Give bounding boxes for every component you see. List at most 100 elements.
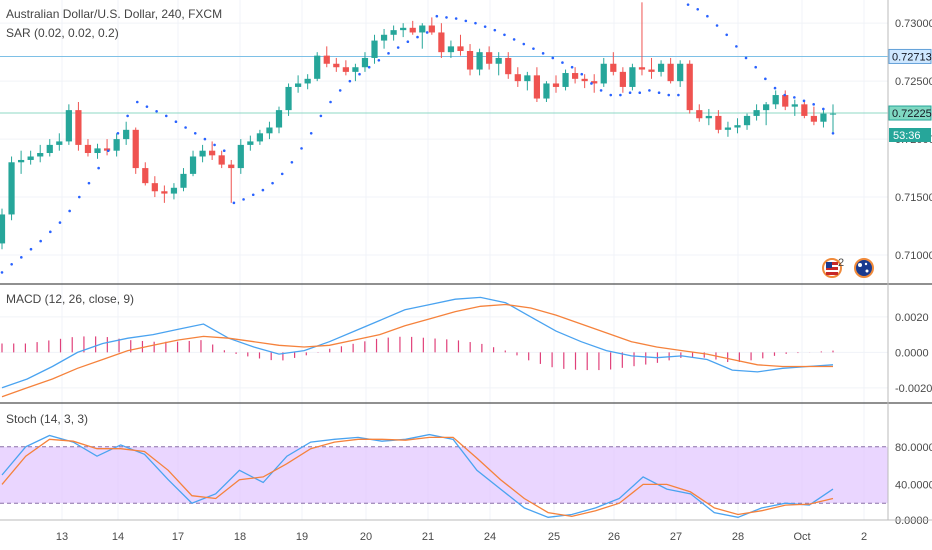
sar-dot	[551, 56, 555, 60]
au-flag-star-1	[858, 263, 862, 267]
sar-dot	[10, 262, 13, 266]
sar-dot	[754, 65, 757, 69]
price-axis-tick: 0.72500	[895, 76, 932, 88]
candle-body	[801, 104, 808, 116]
sar-dot	[387, 52, 390, 55]
sar-dot	[358, 72, 361, 76]
sar-dot	[773, 86, 777, 90]
sar-dot	[271, 181, 274, 185]
sar-dot	[222, 149, 226, 152]
candle-body	[103, 148, 111, 151]
sar-dot	[706, 14, 709, 18]
macd-axis-tick: 0.0000	[895, 347, 929, 359]
sar-dot	[116, 132, 120, 135]
candle-body	[552, 83, 560, 87]
candle-body	[505, 57, 512, 75]
candle-body	[447, 46, 455, 53]
sar-dot	[367, 65, 371, 69]
candle-body	[667, 63, 674, 82]
sar-dot	[764, 77, 767, 81]
au-flag-star-3	[864, 262, 868, 266]
sar-dot	[348, 79, 352, 83]
sar-dot	[184, 126, 187, 129]
sar-dot	[20, 256, 23, 259]
time-axis-label: 24	[484, 531, 496, 543]
sar-dot	[193, 132, 197, 135]
candle-body	[199, 150, 206, 157]
stoch-band-layer	[0, 446, 888, 504]
sar-dot	[155, 109, 158, 113]
sar-dot	[512, 38, 516, 41]
time-axis-label: 2	[861, 531, 867, 543]
candle-body	[638, 67, 646, 70]
candle-body	[715, 115, 722, 130]
sar-dot	[290, 160, 294, 164]
sar-dot	[203, 137, 207, 141]
candle-body	[820, 113, 827, 122]
candle-body	[218, 155, 225, 165]
us-flag-stripe-2	[826, 267, 838, 270]
au-flag-star-2	[865, 269, 869, 273]
candle-body	[27, 156, 34, 160]
sar-dot	[503, 33, 506, 37]
candle-body	[209, 150, 216, 156]
sar-dot	[145, 105, 149, 108]
sar-dot	[831, 132, 835, 135]
candle-body	[94, 148, 101, 154]
time-axis-label: Oct	[793, 531, 810, 543]
sar-dot	[599, 89, 603, 92]
sar-dot	[135, 100, 139, 104]
candle-body	[65, 110, 72, 142]
sar-dot	[213, 143, 216, 147]
price-layer	[0, 2, 888, 274]
candle-body	[686, 63, 693, 111]
candle-body	[533, 75, 541, 99]
sar-dot	[0, 271, 4, 274]
stoch-axis-tick: 80.0000	[895, 442, 932, 454]
sar-dot	[812, 103, 815, 106]
time-axis-label: 27	[670, 531, 682, 543]
au-flag-icon[interactable]	[854, 258, 874, 278]
sar-dot	[106, 149, 110, 152]
sar-dot	[261, 188, 265, 192]
sar-dot	[590, 82, 593, 85]
sar-dot	[802, 99, 806, 103]
axis-layer: 13 14 17 18 19 20 21 24 25 26 27 28 Oct 2 0.73000 0.725…	[56, 18, 932, 543]
sar-dot	[783, 93, 786, 97]
macd-layer	[1, 296, 834, 398]
candle-body	[37, 153, 44, 157]
stoch-series-line	[1, 433, 834, 518]
candle-body	[562, 73, 569, 87]
sar-dot	[822, 107, 825, 111]
macd-series-line	[1, 296, 834, 389]
time-axis-label: 13	[56, 531, 68, 543]
price-axis-tick: 0.71500	[895, 192, 932, 204]
au-event-flag[interactable]	[854, 258, 874, 278]
candle-body	[629, 67, 636, 87]
time-axis-label: 19	[296, 531, 308, 543]
sar-dot	[396, 46, 400, 49]
candle-body	[352, 67, 359, 72]
stoch-layer	[1, 433, 834, 518]
candle-body	[705, 115, 712, 119]
candle-body	[275, 110, 283, 128]
candle-body	[772, 95, 779, 105]
sar-dot	[619, 93, 622, 97]
sar-dot	[251, 193, 255, 197]
candle-body	[361, 57, 369, 68]
candle-body	[734, 125, 741, 128]
candle-body	[56, 141, 63, 145]
candle-body	[400, 27, 407, 31]
sar-dot	[522, 42, 526, 46]
candle-body	[304, 78, 311, 84]
sar-dot	[464, 19, 468, 23]
candle-body	[753, 110, 760, 116]
candle-body	[743, 115, 751, 126]
sar-dot	[609, 93, 613, 97]
us-event-flag[interactable]: 2	[822, 257, 844, 278]
sar-dot	[744, 56, 748, 60]
candle-body	[189, 156, 197, 174]
candle-body	[514, 74, 521, 82]
candle-body	[237, 144, 244, 169]
